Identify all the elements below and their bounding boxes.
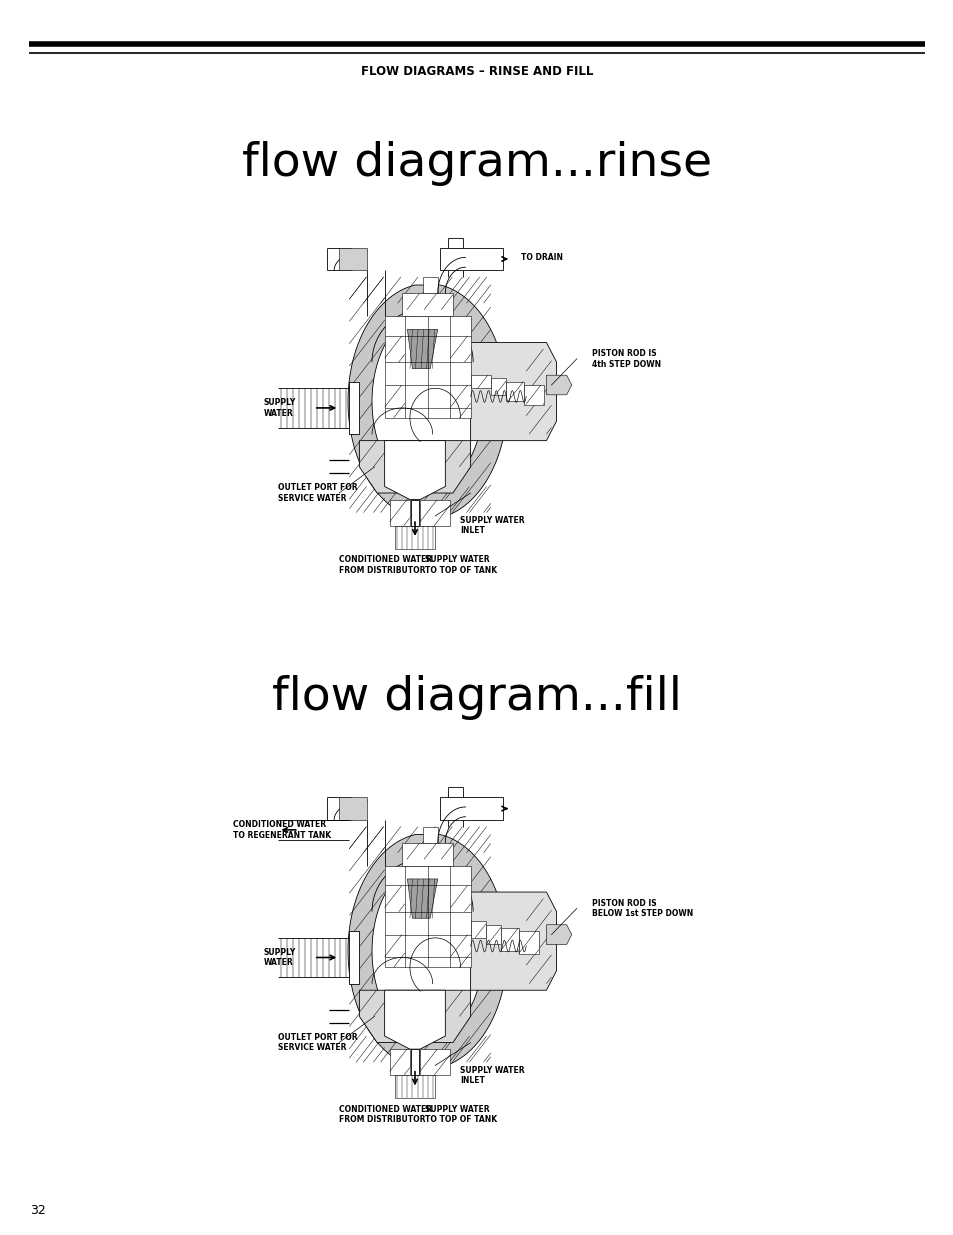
- Polygon shape: [546, 925, 571, 945]
- Polygon shape: [402, 844, 453, 866]
- Text: SUPPLY WATER
TO TOP OF TANK: SUPPLY WATER TO TOP OF TANK: [425, 1105, 497, 1124]
- Polygon shape: [422, 277, 437, 294]
- Polygon shape: [470, 375, 490, 388]
- Polygon shape: [359, 441, 470, 493]
- Text: FLOW DIAGRAMS – RINSE AND FILL: FLOW DIAGRAMS – RINSE AND FILL: [360, 65, 593, 78]
- Text: SUPPLY WATER
TO TOP OF TANK: SUPPLY WATER TO TOP OF TANK: [425, 556, 497, 574]
- Polygon shape: [470, 342, 556, 441]
- Text: TO DRAIN: TO DRAIN: [520, 253, 562, 262]
- Polygon shape: [470, 892, 556, 990]
- Polygon shape: [518, 931, 538, 955]
- Polygon shape: [275, 221, 578, 572]
- Polygon shape: [389, 1049, 410, 1076]
- Text: 32: 32: [30, 1204, 47, 1216]
- Text: OUTLET PORT FOR
SERVICE WATER: OUTLET PORT FOR SERVICE WATER: [278, 1032, 357, 1052]
- Polygon shape: [485, 925, 500, 945]
- Text: PISTON ROD IS
4th STEP DOWN: PISTON ROD IS 4th STEP DOWN: [591, 350, 660, 368]
- Polygon shape: [407, 330, 437, 369]
- Polygon shape: [349, 382, 359, 433]
- Text: CONDITIONED WATER
FROM DISTRIBUTOR: CONDITIONED WATER FROM DISTRIBUTOR: [338, 1105, 432, 1124]
- Polygon shape: [470, 921, 485, 937]
- Polygon shape: [546, 375, 571, 395]
- Polygon shape: [402, 294, 453, 316]
- Text: PISTON ROD IS
BELOW 1st STEP DOWN: PISTON ROD IS BELOW 1st STEP DOWN: [591, 899, 693, 918]
- Text: SUPPLY
WATER: SUPPLY WATER: [263, 947, 295, 967]
- Polygon shape: [338, 797, 367, 820]
- Polygon shape: [419, 1049, 450, 1076]
- Polygon shape: [439, 797, 503, 820]
- Text: SUPPLY WATER
INLET: SUPPLY WATER INLET: [460, 1066, 524, 1086]
- Text: OUTLET PORT FOR
SERVICE WATER: OUTLET PORT FOR SERVICE WATER: [278, 483, 357, 503]
- Polygon shape: [384, 441, 445, 500]
- Text: flow diagram...fill: flow diagram...fill: [272, 676, 681, 720]
- Polygon shape: [275, 771, 578, 1121]
- Polygon shape: [505, 382, 523, 401]
- Polygon shape: [407, 879, 437, 919]
- Polygon shape: [411, 500, 418, 526]
- Polygon shape: [359, 990, 470, 1042]
- Polygon shape: [500, 927, 518, 951]
- Polygon shape: [395, 526, 435, 548]
- Polygon shape: [338, 247, 367, 270]
- Polygon shape: [384, 316, 470, 417]
- Text: CONDITIONED WATER
TO REGENERANT TANK: CONDITIONED WATER TO REGENERANT TANK: [233, 820, 331, 840]
- Polygon shape: [523, 385, 543, 405]
- Polygon shape: [349, 931, 359, 983]
- Polygon shape: [439, 247, 503, 270]
- Text: CONDITIONED WATER
FROM DISTRIBUTOR: CONDITIONED WATER FROM DISTRIBUTOR: [338, 556, 432, 574]
- Polygon shape: [411, 1049, 418, 1076]
- Text: SUPPLY
WATER: SUPPLY WATER: [263, 398, 295, 417]
- Polygon shape: [372, 863, 483, 1040]
- Text: SUPPLY WATER
INLET: SUPPLY WATER INLET: [460, 516, 524, 536]
- Polygon shape: [490, 378, 505, 395]
- Polygon shape: [384, 866, 470, 967]
- Polygon shape: [372, 314, 483, 490]
- Polygon shape: [389, 500, 410, 526]
- Polygon shape: [395, 1076, 435, 1098]
- Polygon shape: [422, 826, 437, 844]
- Polygon shape: [348, 835, 507, 1068]
- Polygon shape: [384, 990, 445, 1049]
- Text: flow diagram...rinse: flow diagram...rinse: [242, 141, 711, 185]
- Polygon shape: [419, 500, 450, 526]
- Polygon shape: [348, 285, 507, 519]
